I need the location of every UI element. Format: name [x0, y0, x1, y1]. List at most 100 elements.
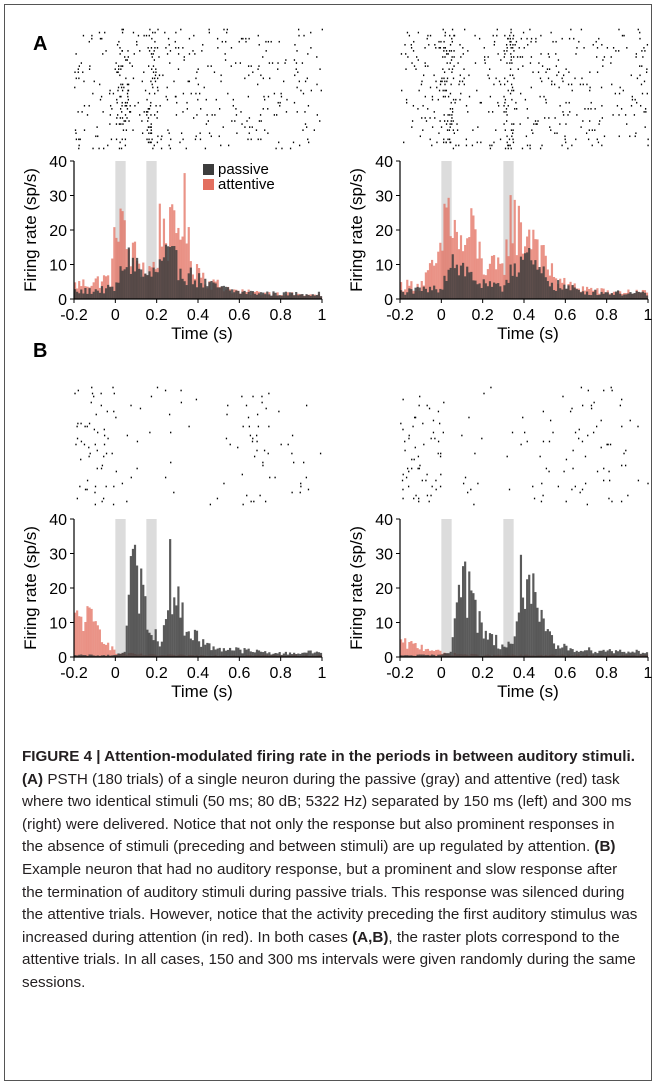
bar-passive — [264, 651, 267, 657]
raster-spike — [593, 401, 595, 404]
raster-spike — [148, 34, 150, 37]
raster-spike — [451, 117, 453, 119]
bar-attentive — [439, 650, 442, 657]
bar-passive — [237, 647, 240, 657]
raster-spike — [158, 74, 161, 77]
raster-spike — [150, 141, 152, 144]
bar-passive — [133, 271, 137, 299]
raster-spike — [545, 467, 548, 470]
raster-spike — [520, 37, 523, 40]
raster-spike — [647, 138, 649, 141]
raster-spike — [261, 401, 263, 404]
bar-passive — [76, 291, 79, 299]
raster-spike — [152, 147, 154, 150]
bar-passive — [299, 653, 302, 657]
bar-passive — [519, 256, 523, 299]
bar-passive — [447, 269, 450, 299]
bar-passive — [100, 655, 104, 657]
raster-spike — [275, 147, 277, 150]
raster-spike — [424, 65, 427, 67]
x-axis-title: Time (s) — [497, 682, 559, 701]
raster-spike — [222, 126, 224, 128]
raster-spike — [152, 53, 154, 55]
raster-spike — [179, 141, 181, 144]
stimulus-band — [146, 519, 157, 657]
raster-spike — [441, 80, 443, 83]
raster-spike — [109, 104, 112, 107]
raster-spike — [125, 59, 127, 61]
bar-passive — [453, 618, 456, 657]
bar-passive — [94, 655, 97, 657]
raster-spike — [640, 83, 643, 86]
raster-spike — [274, 476, 276, 479]
raster-spike — [167, 129, 169, 131]
raster-spike — [147, 141, 150, 144]
raster-spike — [414, 416, 417, 419]
raster-spike — [77, 111, 79, 113]
raster-spike — [630, 74, 632, 77]
raster-spike — [91, 37, 93, 40]
raster-spike — [503, 104, 505, 107]
raster-spike — [411, 458, 413, 461]
bar-passive — [617, 290, 620, 299]
raster-spike — [262, 56, 264, 58]
raster-spike — [552, 40, 554, 43]
bar-passive — [301, 294, 304, 299]
bar-attentive — [435, 263, 438, 299]
raster-spike — [126, 434, 129, 437]
raster-spike — [120, 68, 122, 70]
bar-attentive — [80, 616, 83, 657]
bar-passive — [142, 584, 145, 657]
bar-passive — [464, 276, 467, 299]
raster-spike — [119, 95, 121, 98]
bar-passive — [129, 556, 132, 657]
raster-spike — [261, 395, 263, 398]
raster-spike — [493, 40, 496, 43]
bar-passive — [526, 579, 529, 657]
raster-spike — [240, 111, 242, 113]
raster-spike — [548, 440, 551, 443]
raster-spike — [549, 126, 551, 128]
raster-spike — [488, 111, 490, 113]
raster-spike — [479, 101, 481, 104]
bar-passive — [255, 649, 259, 657]
raster-spike — [423, 74, 425, 77]
bar-passive — [278, 652, 281, 657]
raster-spike — [146, 98, 148, 101]
raster-spike — [79, 485, 81, 488]
raster-spike — [450, 59, 453, 61]
raster-spike — [79, 138, 81, 141]
bar-attentive — [507, 256, 510, 299]
bar-passive — [171, 614, 174, 657]
figure-caption: FIGURE 4 | Attention-modulated firing ra… — [22, 746, 638, 995]
bar-passive — [420, 654, 423, 657]
raster-spike — [575, 53, 577, 55]
bar-passive — [546, 629, 549, 657]
bar-passive — [511, 643, 514, 657]
raster-spike — [168, 43, 170, 46]
histogram-bars — [400, 195, 649, 299]
bar-passive — [627, 293, 630, 299]
raster-spike — [449, 108, 452, 110]
raster-spike — [506, 62, 508, 64]
bar-passive — [507, 282, 510, 299]
raster-spike — [122, 28, 124, 31]
caption-part-a-label: (A) — [22, 770, 44, 788]
raster-spike — [612, 47, 615, 49]
raster-spike — [431, 144, 433, 147]
raster-spike — [406, 101, 408, 104]
raster-spike — [221, 40, 223, 43]
raster-spike — [451, 108, 454, 110]
bar-attentive — [115, 237, 118, 299]
raster-spike — [626, 47, 628, 49]
raster-spike — [524, 431, 526, 434]
raster-spike — [575, 138, 577, 141]
raster-spike — [450, 141, 452, 144]
raster-spike — [400, 53, 403, 55]
raster-spike — [557, 485, 560, 488]
raster-spike — [123, 86, 125, 89]
raster-spike — [510, 147, 512, 150]
raster-spike — [451, 37, 453, 40]
raster-spike — [468, 416, 470, 419]
bar-passive — [313, 652, 316, 657]
